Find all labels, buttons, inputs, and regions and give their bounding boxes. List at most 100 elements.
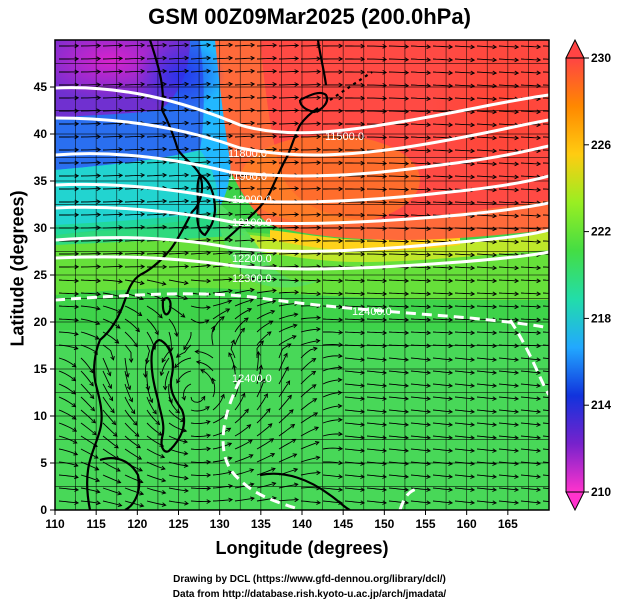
- wind-streamline: [498, 370, 519, 374]
- wind-streamline: [454, 396, 475, 400]
- wind-streamline: [124, 252, 145, 255]
- wind-arrowhead: [95, 477, 101, 483]
- wind-streamline: [542, 370, 549, 373]
- wind-streamline: [410, 396, 431, 400]
- wind-streamline: [498, 266, 519, 269]
- wind-streamline: [410, 149, 431, 152]
- wind-arrowhead: [244, 408, 249, 414]
- wind-arrowhead: [184, 488, 189, 493]
- wind-streamline: [454, 292, 475, 295]
- wind-arrowhead: [382, 435, 388, 440]
- wind-streamline: [542, 292, 549, 294]
- wind-streamline: [432, 253, 453, 256]
- wind-streamline: [278, 96, 299, 99]
- wind-streamline: [256, 300, 276, 307]
- wind-streamline: [520, 71, 541, 74]
- wind-streamline: [80, 370, 94, 387]
- y-tick-label: 20: [34, 315, 48, 329]
- wind-arrowhead: [448, 265, 454, 271]
- wind-streamline: [234, 497, 255, 502]
- wind-arrowhead: [514, 135, 520, 141]
- wind-arrowhead: [536, 448, 542, 453]
- wind-streamline: [542, 123, 549, 125]
- wind-arrowhead: [184, 133, 190, 139]
- wind-streamline: [146, 200, 167, 203]
- wind-arrowhead: [404, 252, 410, 257]
- wind-arrowhead: [382, 474, 388, 479]
- wind-arrowhead: [140, 159, 146, 165]
- wind-streamline: [322, 331, 343, 334]
- wind-arrowhead: [338, 417, 343, 423]
- wind-streamline: [322, 474, 343, 478]
- wind-arrowhead: [470, 487, 476, 492]
- wind-arrowhead: [337, 403, 343, 409]
- wind-arrowhead: [110, 408, 115, 414]
- wind-streamline: [278, 161, 299, 164]
- wind-arrowhead: [514, 330, 520, 336]
- wind-arrowhead: [559, 123, 563, 127]
- wind-arrowhead: [558, 384, 562, 388]
- wind-arrowhead: [250, 94, 256, 100]
- wind-arrowhead: [250, 185, 256, 191]
- wind-arrowhead: [206, 172, 212, 178]
- wind-streamline: [256, 44, 277, 47]
- wind-arrowhead: [360, 343, 366, 349]
- wind-streamline: [476, 305, 497, 308]
- wind-streamline: [322, 279, 343, 282]
- wind-streamline: [410, 175, 431, 178]
- wind-arrowhead: [448, 96, 454, 102]
- wind-arrowhead: [404, 330, 410, 336]
- wind-streamline: [256, 438, 274, 450]
- wind-arrowhead: [404, 435, 410, 440]
- wind-streamline: [476, 435, 497, 439]
- wind-arrowhead: [382, 343, 388, 349]
- wind-streamline: [476, 201, 497, 204]
- philippines-coast: [150, 338, 186, 453]
- wind-streamline: [190, 187, 211, 190]
- wind-streamline: [410, 45, 431, 48]
- wind-arrowhead: [382, 226, 388, 231]
- wind-arrowhead: [285, 380, 291, 386]
- wind-streamline: [454, 487, 475, 491]
- wind-arrowhead: [360, 278, 366, 284]
- wind-arrowhead: [161, 477, 167, 483]
- wind-arrowhead: [206, 472, 212, 478]
- wind-streamline: [498, 487, 519, 491]
- wind-streamline: [344, 487, 365, 491]
- wind-streamline: [80, 487, 100, 493]
- wind-streamline: [454, 149, 475, 152]
- wind-streamline: [168, 318, 178, 337]
- wind-arrowhead: [536, 396, 542, 401]
- wind-streamline: [102, 44, 123, 47]
- wind-streamline: [520, 500, 541, 504]
- wind-streamline: [432, 487, 453, 491]
- wind-streamline: [410, 97, 431, 100]
- wind-streamline: [498, 149, 519, 152]
- wind-arrowhead: [492, 44, 498, 50]
- wind-streamline: [432, 422, 453, 426]
- wind-streamline: [366, 318, 387, 321]
- wind-arrowhead: [316, 134, 322, 139]
- wind-arrowhead: [470, 500, 476, 505]
- wind-streamline: [498, 188, 519, 191]
- wind-streamline: [454, 84, 475, 87]
- wind-arrowhead: [514, 70, 520, 76]
- wind-streamline: [212, 290, 233, 294]
- wind-arrowhead: [240, 327, 245, 333]
- wind-streamline: [520, 279, 541, 282]
- wind-arrowhead: [91, 418, 96, 424]
- wind-streamline: [322, 318, 343, 321]
- wind-arrowhead: [448, 370, 454, 375]
- wind-arrowhead: [404, 226, 410, 231]
- wind-streamline: [146, 305, 163, 319]
- wind-streamline: [124, 200, 145, 203]
- wind-arrowhead: [470, 357, 476, 362]
- wind-streamline: [146, 383, 153, 403]
- wind-arrowhead: [96, 238, 102, 243]
- wind-streamline: [410, 331, 431, 334]
- wind-arrowhead: [72, 427, 78, 432]
- wind-streamline: [322, 344, 343, 346]
- wind-arrowhead: [270, 453, 276, 458]
- wind-arrowhead: [536, 122, 542, 128]
- wind-arrowhead: [183, 451, 189, 456]
